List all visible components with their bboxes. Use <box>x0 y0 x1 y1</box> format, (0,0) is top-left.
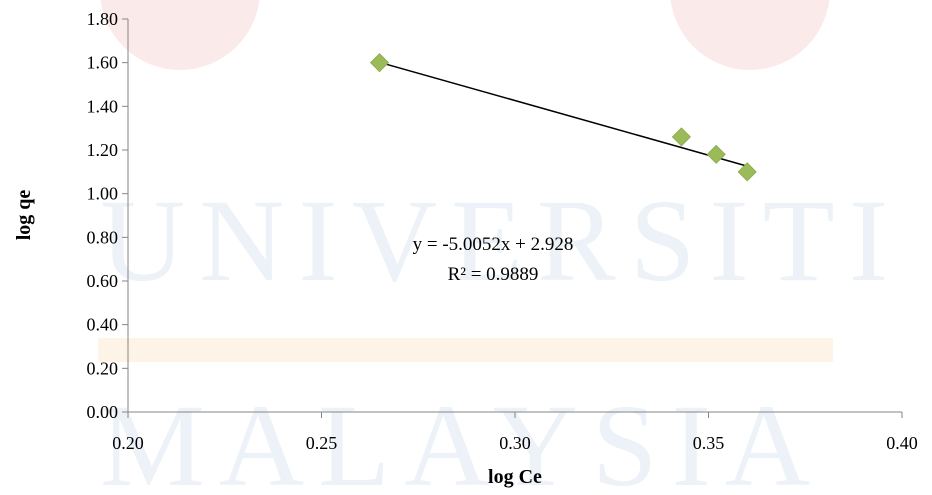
y-axis-title: log qe <box>13 190 35 241</box>
y-tick-label: 1.60 <box>87 53 119 73</box>
y-tick-label: 1.80 <box>87 9 119 29</box>
x-tick-label: 0.35 <box>693 433 725 453</box>
data-point <box>706 144 726 164</box>
x-tick-label: 0.30 <box>499 433 531 453</box>
data-point <box>671 127 691 147</box>
watermark-text-top: UNIVERSITI <box>100 175 902 306</box>
x-tick-label: 0.25 <box>306 433 338 453</box>
x-tick-label: 0.40 <box>886 433 918 453</box>
y-axis-ticks: 0.00 0.20 0.40 0.60 0.80 1.00 1.20 1.40 1.60 1.80 <box>87 9 128 422</box>
x-tick-label: 0.20 <box>112 433 144 453</box>
watermark-circle-left <box>100 0 260 70</box>
y-tick-label: 0.20 <box>87 358 119 378</box>
data-point <box>737 162 757 182</box>
x-axis-title: log Ce <box>488 466 542 488</box>
y-tick-label: 0.00 <box>87 402 119 422</box>
y-tick-label: 0.80 <box>87 227 119 247</box>
y-tick-label: 1.20 <box>87 140 119 160</box>
y-tick-label: 1.00 <box>87 184 119 204</box>
y-tick-label: 0.40 <box>87 315 119 335</box>
trendline <box>379 61 752 168</box>
watermark-band <box>98 338 833 362</box>
y-tick-label: 0.60 <box>87 271 119 291</box>
watermark: UNIVERSITI MALAYSIA <box>98 0 902 495</box>
data-point <box>369 53 390 73</box>
r-squared-label: R² = 0.9889 <box>448 264 539 285</box>
watermark-circle-right <box>670 0 830 70</box>
trendline-equation: y = -5.0052x + 2.928 <box>413 234 574 255</box>
y-tick-label: 1.40 <box>87 96 119 116</box>
trendline-group <box>379 61 752 168</box>
data-points <box>369 53 757 182</box>
x-axis-ticks: 0.20 0.25 0.30 0.35 0.40 <box>112 412 918 453</box>
watermark-text-bottom: MALAYSIA <box>100 380 824 495</box>
